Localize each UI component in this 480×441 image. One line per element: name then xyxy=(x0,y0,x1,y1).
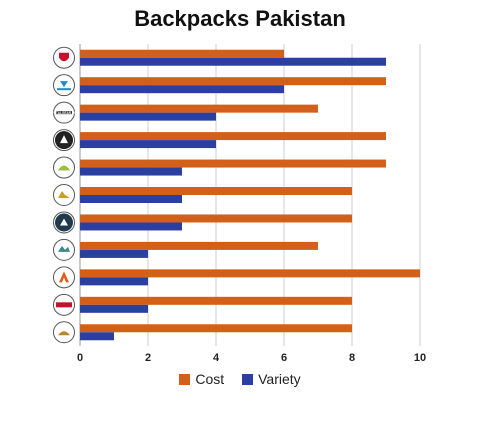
logo-mark xyxy=(60,218,68,226)
logo-text: TOTALGEAR.PK xyxy=(52,111,78,115)
x-tick-label: 4 xyxy=(213,352,220,364)
bar-cost xyxy=(80,296,352,305)
bar-variety xyxy=(80,167,182,176)
bar-variety xyxy=(80,222,182,231)
category-logo-8 xyxy=(53,238,75,261)
bar-cost xyxy=(80,49,284,58)
bar-variety xyxy=(80,249,148,258)
logo-mark xyxy=(56,111,72,115)
logo-mark xyxy=(60,135,68,144)
logo-mark xyxy=(58,191,70,198)
category-logo-2 xyxy=(53,74,75,97)
category-logo-11 xyxy=(53,321,75,344)
legend-label-variety: Variety xyxy=(258,371,301,387)
category-logo-10 xyxy=(53,293,75,316)
bar-cost xyxy=(80,269,420,278)
logo-mark xyxy=(58,245,70,252)
category-logo-4 xyxy=(53,129,75,152)
legend-item-variety: Variety xyxy=(242,371,301,387)
category-logo-1 xyxy=(53,46,75,69)
bar-cost xyxy=(80,104,318,113)
bar-variety xyxy=(80,304,148,313)
legend-label-cost: Cost xyxy=(195,371,225,387)
legend-item-cost: Cost xyxy=(179,371,224,387)
category-logo-6 xyxy=(53,184,75,206)
bar-cost xyxy=(80,214,352,223)
bar-variety xyxy=(80,195,182,203)
x-tick-label: 6 xyxy=(281,352,287,364)
legend-swatch-variety xyxy=(242,373,254,385)
x-tick-label: 8 xyxy=(349,352,355,364)
bar-cost xyxy=(80,132,386,141)
logo-mark xyxy=(59,271,69,283)
x-tick-label: 0 xyxy=(77,352,83,364)
bar-variety xyxy=(80,85,284,94)
x-tick-label: 2 xyxy=(145,352,151,364)
bar-cost xyxy=(80,187,352,195)
bar-variety xyxy=(80,277,148,286)
category-logo-3: TOTALGEAR.PK xyxy=(52,101,78,124)
bar-cost xyxy=(80,324,352,333)
bar-variety xyxy=(80,112,216,121)
category-logo-7 xyxy=(53,211,75,234)
bar-variety xyxy=(80,57,386,66)
logo-mark xyxy=(56,302,72,308)
bar-cost xyxy=(80,77,386,86)
bar-cost xyxy=(80,241,318,250)
logo-mark xyxy=(57,88,71,91)
chart-title: Backpacks Pakistan xyxy=(134,6,346,31)
bar-variety xyxy=(80,332,114,341)
logo-mark xyxy=(58,165,70,171)
x-tick-label: 10 xyxy=(414,352,426,364)
category-logo-9 xyxy=(53,266,75,289)
logo-mark xyxy=(60,81,68,88)
logo-mark xyxy=(59,52,69,62)
category-logo-5 xyxy=(53,156,75,179)
logo-mark xyxy=(58,331,70,336)
legend: Cost Variety xyxy=(0,371,480,387)
bar-cost xyxy=(80,159,386,168)
legend-swatch-cost xyxy=(179,373,191,385)
bar-variety xyxy=(80,140,216,149)
